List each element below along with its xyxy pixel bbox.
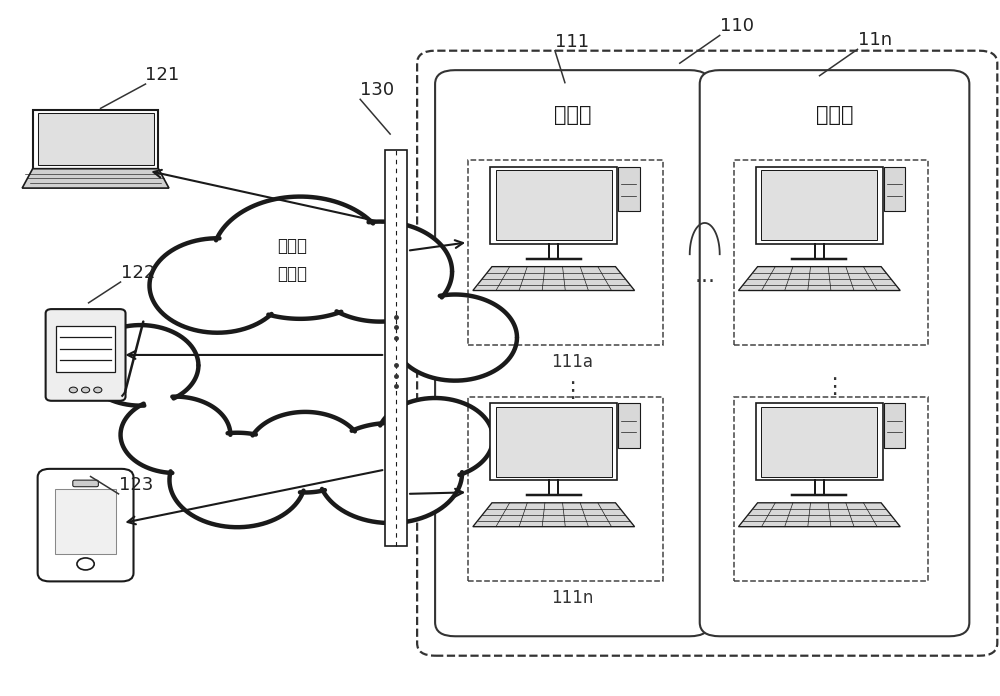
Text: 面协议: 面协议 [277,264,307,283]
Text: 远程桌: 远程桌 [277,237,307,255]
Text: 110: 110 [720,17,754,35]
Circle shape [318,423,462,523]
Bar [33,109,158,168]
Circle shape [69,387,77,393]
Polygon shape [473,503,635,527]
Bar [55,489,116,554]
Circle shape [212,196,388,319]
Bar [468,161,663,345]
Circle shape [77,558,94,570]
Text: 111: 111 [555,33,589,51]
Circle shape [247,412,363,493]
Text: ...: ... [694,266,715,286]
FancyBboxPatch shape [700,70,969,636]
Bar [468,397,663,580]
Circle shape [82,387,90,393]
Circle shape [94,387,102,393]
Bar [734,161,928,345]
Bar [490,403,617,480]
Text: ⋮: ⋮ [561,381,584,401]
Circle shape [393,294,517,381]
FancyBboxPatch shape [73,480,98,487]
FancyBboxPatch shape [38,469,134,581]
Bar [618,166,640,212]
Circle shape [149,238,285,333]
Text: 122: 122 [121,264,155,282]
Text: 11n: 11n [858,31,892,49]
Bar [38,113,154,166]
Bar [734,397,928,580]
Text: ⋮: ⋮ [823,377,846,397]
Bar [884,166,905,212]
Bar [761,406,877,477]
Circle shape [308,221,452,322]
Text: 111a: 111a [551,353,593,371]
Text: 123: 123 [119,476,153,494]
Bar [761,171,877,240]
Circle shape [121,397,230,473]
FancyBboxPatch shape [46,309,126,401]
Polygon shape [738,267,900,290]
Text: 121: 121 [145,66,180,84]
Bar [496,171,612,240]
Text: 130: 130 [360,81,394,100]
Text: 服务器: 服务器 [554,105,591,125]
Polygon shape [738,503,900,527]
Circle shape [83,325,198,406]
Bar [490,166,617,244]
Bar [618,403,640,448]
Bar [884,403,905,448]
Bar [56,326,115,372]
Circle shape [169,433,305,527]
Text: 111n: 111n [551,589,594,607]
Text: 服务器: 服务器 [816,105,853,125]
Bar [385,150,407,546]
FancyBboxPatch shape [435,70,710,636]
Bar [756,166,883,244]
Circle shape [377,398,493,479]
FancyBboxPatch shape [417,51,997,656]
Bar [496,406,612,477]
Bar [756,403,883,480]
Polygon shape [22,168,169,188]
Polygon shape [473,267,635,290]
